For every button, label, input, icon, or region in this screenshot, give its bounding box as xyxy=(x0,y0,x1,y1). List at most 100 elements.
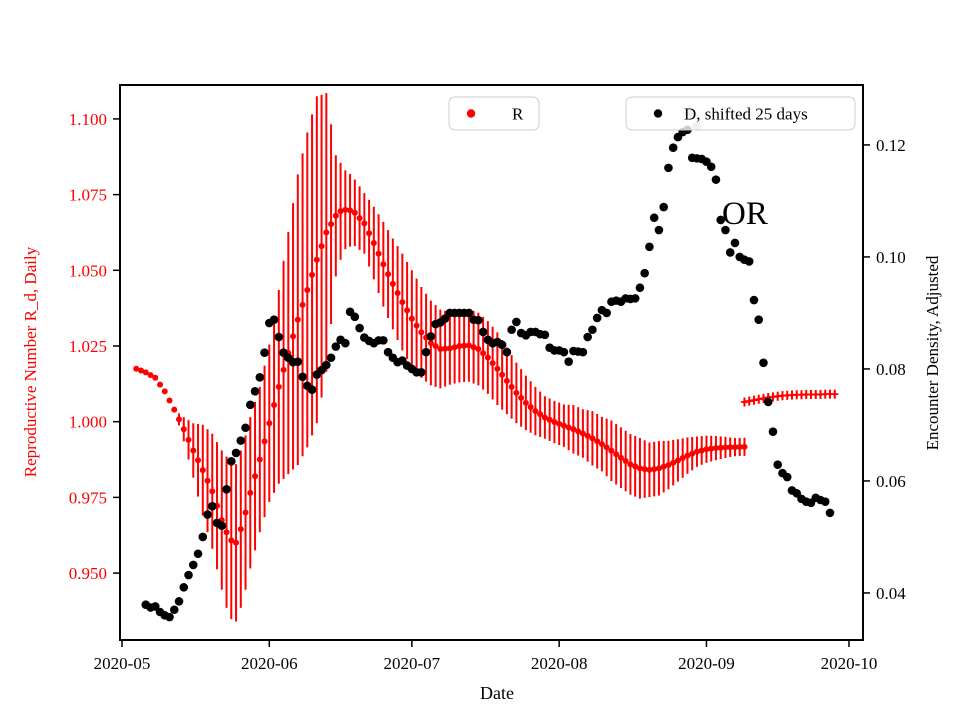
left-tick-label: 1.050 xyxy=(69,261,107,280)
data-point xyxy=(165,612,174,622)
data-point xyxy=(630,294,640,303)
data-point xyxy=(161,388,168,395)
data-point xyxy=(578,347,588,357)
data-point xyxy=(271,402,278,409)
data-point xyxy=(233,539,240,546)
data-point xyxy=(594,438,601,445)
data-point xyxy=(380,261,387,268)
data-point xyxy=(655,465,662,472)
right-tick-label: 0.04 xyxy=(876,584,906,603)
data-point xyxy=(818,392,823,397)
right-tick-label: 0.10 xyxy=(876,248,906,267)
data-point xyxy=(341,338,350,348)
data-point xyxy=(757,397,761,401)
data-point xyxy=(489,360,496,367)
data-point xyxy=(659,202,668,212)
data-point xyxy=(408,315,415,322)
left-tick-label: 0.950 xyxy=(69,564,107,583)
data-point xyxy=(809,392,813,397)
annotation-or: OR xyxy=(722,196,768,232)
data-point xyxy=(754,315,764,324)
data-point xyxy=(708,445,715,452)
data-point xyxy=(646,466,653,473)
data-point xyxy=(622,458,629,465)
data-point xyxy=(670,459,677,466)
x-tick-label: 2020-09 xyxy=(678,654,735,673)
legend-d: D, shifted 25 days xyxy=(625,96,856,131)
data-point xyxy=(665,461,672,468)
data-point xyxy=(147,372,154,379)
data-point xyxy=(602,308,611,318)
data-point xyxy=(150,602,160,611)
data-point xyxy=(741,443,748,450)
data-point xyxy=(497,340,507,350)
data-point xyxy=(761,396,766,400)
data-point xyxy=(342,206,349,213)
data-point xyxy=(261,438,268,445)
data-point xyxy=(790,393,794,397)
data-point xyxy=(337,208,344,215)
data-point xyxy=(417,368,426,377)
left-axis-ticks: 0.950 0.975 1.000 1.025 1.050 1.075 1.100 xyxy=(69,110,120,583)
data-point xyxy=(825,508,835,518)
data-point xyxy=(331,342,341,351)
data-point xyxy=(266,420,273,427)
series-d-shifted-25-days xyxy=(141,125,835,622)
right-tick-label: 0.08 xyxy=(876,360,906,379)
data-point xyxy=(820,497,830,506)
data-point xyxy=(184,570,193,580)
data-point xyxy=(640,268,649,278)
right-tick-label: 0.12 xyxy=(876,136,906,155)
data-point xyxy=(717,444,724,451)
data-point xyxy=(507,325,516,335)
data-point xyxy=(584,432,591,439)
left-tick-label: 1.025 xyxy=(69,337,107,356)
data-point xyxy=(494,365,501,372)
data-point xyxy=(366,230,373,237)
data-point xyxy=(668,143,678,153)
legend-d-box xyxy=(625,96,856,131)
data-point xyxy=(309,271,316,278)
data-point xyxy=(356,215,363,222)
data-point xyxy=(771,395,775,399)
data-point xyxy=(570,426,577,433)
data-point xyxy=(399,299,406,306)
data-point xyxy=(749,295,759,305)
data-point xyxy=(199,467,206,474)
x-tick-label: 2020-06 xyxy=(241,654,298,673)
data-point xyxy=(418,329,425,336)
data-point xyxy=(413,322,420,329)
data-point xyxy=(730,238,740,248)
series-container xyxy=(133,93,839,622)
data-point xyxy=(451,344,458,351)
data-point xyxy=(744,257,754,266)
data-point xyxy=(613,451,620,458)
data-point xyxy=(579,430,586,437)
x-axis-ticks: 2020-05 2020-06 2020-07 2020-08 2020-09 2020-… xyxy=(94,640,877,673)
data-point xyxy=(421,347,431,357)
data-point xyxy=(598,441,605,448)
data-point xyxy=(475,346,482,353)
data-point xyxy=(660,463,667,470)
data-point xyxy=(256,456,263,463)
data-point xyxy=(195,457,202,464)
data-point xyxy=(645,242,654,252)
data-point xyxy=(508,383,515,390)
data-point xyxy=(823,392,827,396)
data-point xyxy=(780,394,785,398)
data-point xyxy=(785,393,789,397)
data-point xyxy=(176,416,183,423)
data-point xyxy=(664,163,673,173)
data-point xyxy=(275,383,282,390)
data-point xyxy=(768,427,778,436)
right-axis-ticks: 0.04 0.06 0.08 0.10 0.12 xyxy=(863,136,906,603)
data-point xyxy=(204,477,211,484)
data-point xyxy=(722,444,729,451)
data-point xyxy=(432,342,439,349)
data-point xyxy=(217,521,227,531)
left-axis-title: Reproductive Number R_d, Daily xyxy=(21,246,40,477)
data-point xyxy=(328,221,335,228)
data-point xyxy=(446,345,453,352)
data-point xyxy=(394,290,401,297)
